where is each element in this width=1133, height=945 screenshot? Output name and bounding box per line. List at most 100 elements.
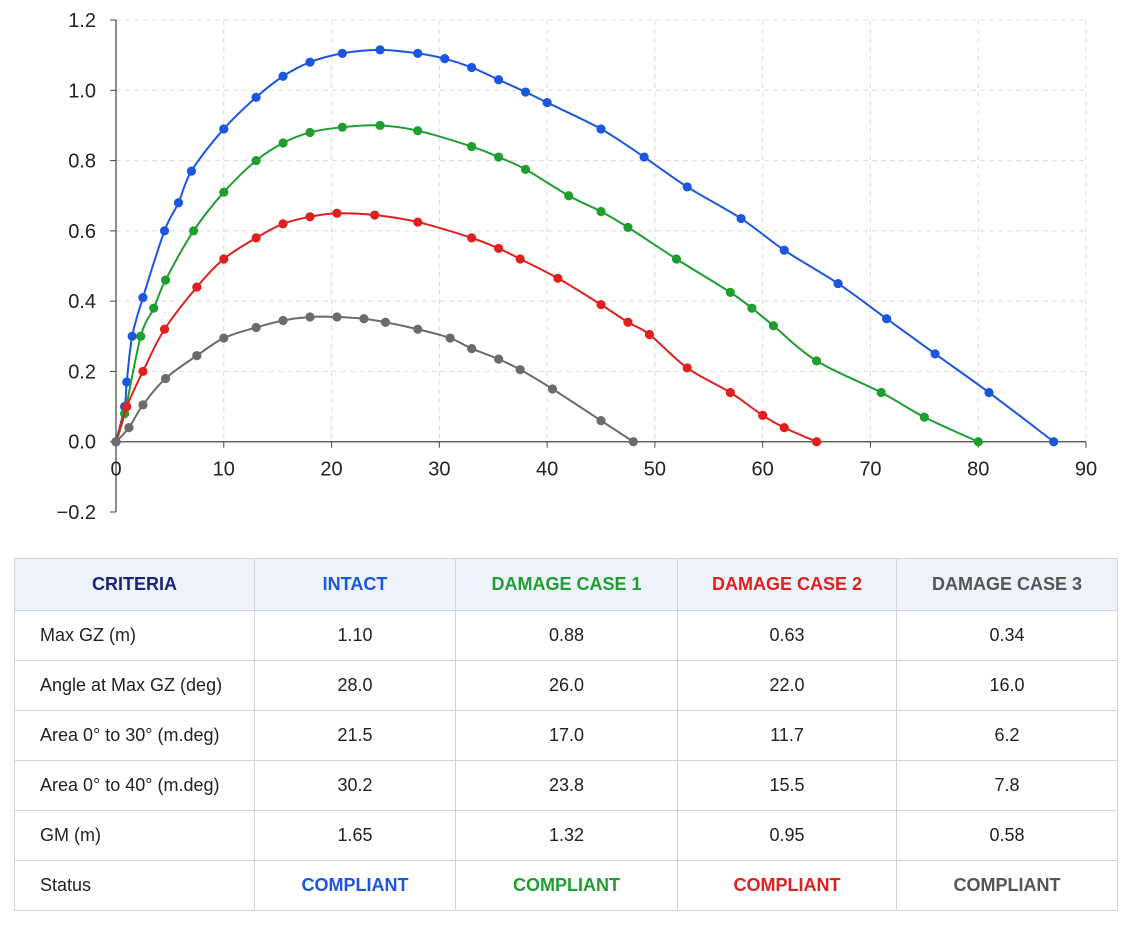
data-point bbox=[520, 164, 531, 174]
row-label: Area 0° to 30° (m.deg) bbox=[14, 710, 255, 761]
data-point bbox=[305, 127, 315, 138]
data-point bbox=[251, 92, 261, 102]
data-point bbox=[219, 333, 229, 343]
data-point bbox=[278, 315, 288, 326]
series-3 bbox=[111, 312, 638, 447]
data-point bbox=[1049, 437, 1059, 447]
data-point bbox=[111, 437, 121, 447]
data-point bbox=[219, 254, 229, 264]
y-tick-label: 1.0 bbox=[68, 80, 96, 102]
data-point bbox=[278, 138, 288, 148]
data-point bbox=[494, 243, 504, 254]
status-cell: COMPLIANT bbox=[677, 860, 897, 911]
series-line bbox=[115, 315, 634, 443]
data-point bbox=[219, 187, 229, 197]
data-point bbox=[278, 219, 288, 229]
data-point bbox=[251, 322, 261, 333]
y-tick-label: 0.2 bbox=[68, 361, 96, 383]
data-point bbox=[515, 254, 525, 264]
criteria-table: CRITERIA INTACT DAMAGE CASE 1 DAMAGE CASE 2… bbox=[14, 558, 1118, 911]
data-point bbox=[445, 333, 455, 343]
data-point bbox=[138, 293, 148, 303]
y-tick-label: 1.2 bbox=[68, 10, 96, 32]
value-cell: 15.5 bbox=[677, 760, 897, 811]
header-cell: CRITERIA bbox=[14, 558, 255, 611]
data-point bbox=[337, 48, 347, 58]
data-point bbox=[494, 152, 504, 162]
header-cell: DAMAGE CASE 2 bbox=[677, 558, 897, 611]
value-cell: 1.32 bbox=[455, 810, 678, 861]
data-point bbox=[758, 410, 768, 420]
data-point bbox=[138, 366, 148, 377]
data-point bbox=[596, 124, 606, 134]
y-tick-label: 0.4 bbox=[68, 291, 96, 313]
value-cell: 0.63 bbox=[677, 610, 897, 661]
y-tick-label: −0.2 bbox=[57, 502, 96, 524]
data-point bbox=[930, 349, 940, 359]
data-point bbox=[467, 62, 477, 73]
data-point bbox=[189, 226, 199, 236]
value-cell: 23.8 bbox=[455, 760, 678, 811]
data-point bbox=[623, 222, 633, 232]
data-point bbox=[375, 45, 385, 55]
data-point bbox=[768, 321, 779, 331]
header-cell: DAMAGE CASE 1 bbox=[455, 558, 678, 611]
status-cell: COMPLIANT bbox=[254, 860, 456, 911]
data-point bbox=[160, 373, 171, 384]
value-cell: 26.0 bbox=[455, 660, 678, 711]
data-point bbox=[919, 412, 929, 422]
data-point bbox=[370, 210, 380, 220]
data-point bbox=[833, 278, 843, 289]
data-point bbox=[542, 97, 552, 108]
data-point bbox=[251, 233, 261, 243]
tick-labels: 0 10 20 30 40 50 60 70 80 90 −0.2 0.0 0.2 0.4 0.6 0.8 1.… bbox=[57, 10, 1098, 524]
table-body: Max GZ (m) 1.10 0.88 0.63 0.34 Angle at Max G… bbox=[14, 610, 1118, 911]
table-header: CRITERIA INTACT DAMAGE CASE 1 DAMAGE CASE 2… bbox=[14, 558, 1118, 611]
x-tick-label: 90 bbox=[1075, 459, 1097, 481]
series-line bbox=[115, 212, 817, 443]
data-point bbox=[136, 331, 146, 341]
y-tick-label: 0.6 bbox=[68, 221, 96, 243]
data-point bbox=[127, 331, 137, 341]
x-tick-label: 50 bbox=[644, 459, 666, 481]
series-0 bbox=[111, 45, 1059, 447]
series-line bbox=[115, 48, 1055, 443]
data-point bbox=[779, 423, 789, 433]
x-tick-label: 10 bbox=[213, 459, 235, 481]
data-point bbox=[337, 122, 347, 132]
data-point bbox=[219, 124, 229, 134]
data-point bbox=[305, 57, 315, 67]
data-point bbox=[149, 303, 159, 313]
value-cell: 0.58 bbox=[896, 810, 1118, 861]
table-row: Area 0° to 40° (m.deg) 30.2 23.8 15.5 7.8 bbox=[14, 760, 1118, 811]
x-tick-label: 20 bbox=[320, 459, 342, 481]
x-tick-label: 80 bbox=[967, 459, 989, 481]
data-point bbox=[159, 226, 170, 236]
gz-curve-chart: 0 10 20 30 40 50 60 70 80 90 −0.2 0.0 0.2 0.4 0.6 0.8 1.… bbox=[57, 10, 1098, 524]
x-tick-label: 70 bbox=[859, 459, 881, 481]
data-point bbox=[564, 191, 574, 201]
header-cell: INTACT bbox=[254, 558, 456, 611]
data-point bbox=[644, 329, 655, 340]
value-cell: 22.0 bbox=[677, 660, 897, 711]
data-point bbox=[736, 213, 746, 224]
row-label: GM (m) bbox=[14, 810, 255, 861]
value-cell: 21.5 bbox=[254, 710, 456, 761]
data-point bbox=[779, 245, 789, 255]
data-point bbox=[811, 356, 822, 366]
data-point bbox=[623, 317, 633, 327]
data-point bbox=[122, 401, 132, 412]
data-point bbox=[747, 303, 757, 313]
data-point bbox=[467, 141, 477, 152]
data-point bbox=[305, 212, 315, 222]
data-point bbox=[413, 48, 423, 58]
value-cell: 1.10 bbox=[254, 610, 456, 661]
axes bbox=[110, 19, 1087, 513]
data-point bbox=[278, 71, 288, 81]
data-point bbox=[876, 387, 886, 398]
x-tick-label: 0 bbox=[110, 459, 121, 481]
series bbox=[111, 45, 1059, 447]
data-point bbox=[725, 287, 735, 297]
data-point bbox=[173, 198, 184, 208]
table-header-row: CRITERIA INTACT DAMAGE CASE 1 DAMAGE CASE 2… bbox=[14, 558, 1118, 611]
